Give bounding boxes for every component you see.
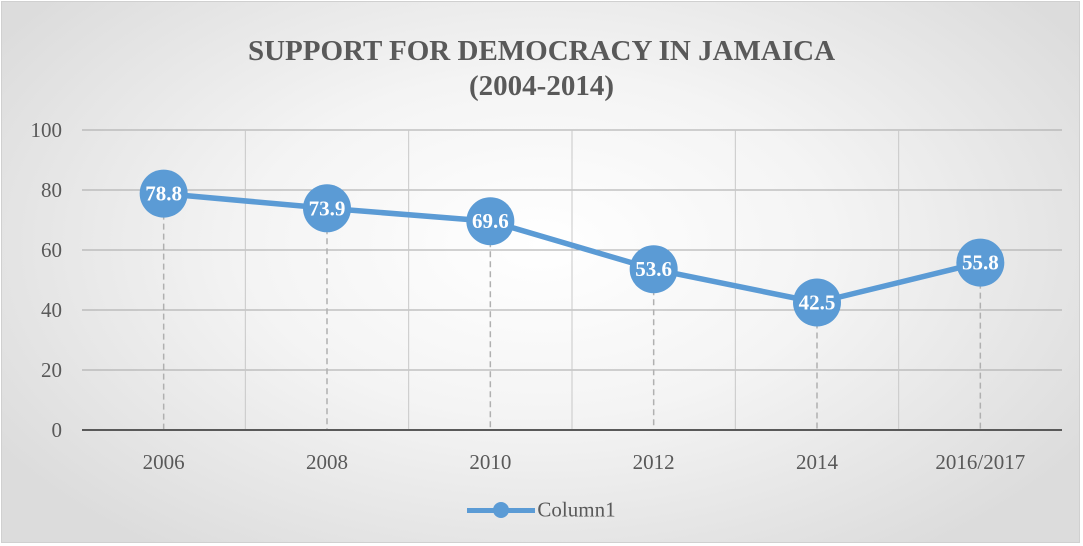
chart-title-line1: SUPPORT FOR DEMOCRACY IN JAMAICA xyxy=(247,35,836,67)
y-tick-label: 20 xyxy=(41,358,62,382)
y-tick-label: 40 xyxy=(41,298,62,322)
data-point xyxy=(793,278,841,327)
data-point xyxy=(629,245,678,294)
data-label: 69.6 xyxy=(472,209,509,233)
data-point xyxy=(466,197,515,246)
chart-title-line2: (2004-2014) xyxy=(469,70,614,103)
data-label: 55.8 xyxy=(962,251,999,275)
data-point xyxy=(139,169,188,218)
data-label: 78.8 xyxy=(145,182,182,206)
data-label: 73.9 xyxy=(309,196,346,220)
y-tick-label: 80 xyxy=(41,178,62,202)
x-tick-label: 2008 xyxy=(306,450,348,474)
data-label: 53.6 xyxy=(635,257,672,281)
y-tick-label: 60 xyxy=(41,238,62,262)
x-tick-label: 2014 xyxy=(796,450,839,474)
legend-series-marker xyxy=(467,500,536,520)
y-tick-label: 0 xyxy=(52,418,63,442)
data-label: 42.5 xyxy=(799,291,836,315)
data-point xyxy=(956,238,1005,287)
legend-series-label: Column1 xyxy=(537,497,616,522)
legend: Column1 xyxy=(0,496,1083,523)
x-tick-label: 2010 xyxy=(469,450,511,474)
series-line xyxy=(160,190,984,306)
chart-title: SUPPORT FOR DEMOCRACY IN JAMAICA (2004-2… xyxy=(0,34,1083,105)
data-point xyxy=(303,184,351,233)
y-tick-label: 100 xyxy=(31,118,63,142)
x-tick-label: 2016/2017 xyxy=(935,450,1025,474)
x-tick-label: 2006 xyxy=(143,450,185,474)
x-tick-label: 2012 xyxy=(633,450,675,474)
